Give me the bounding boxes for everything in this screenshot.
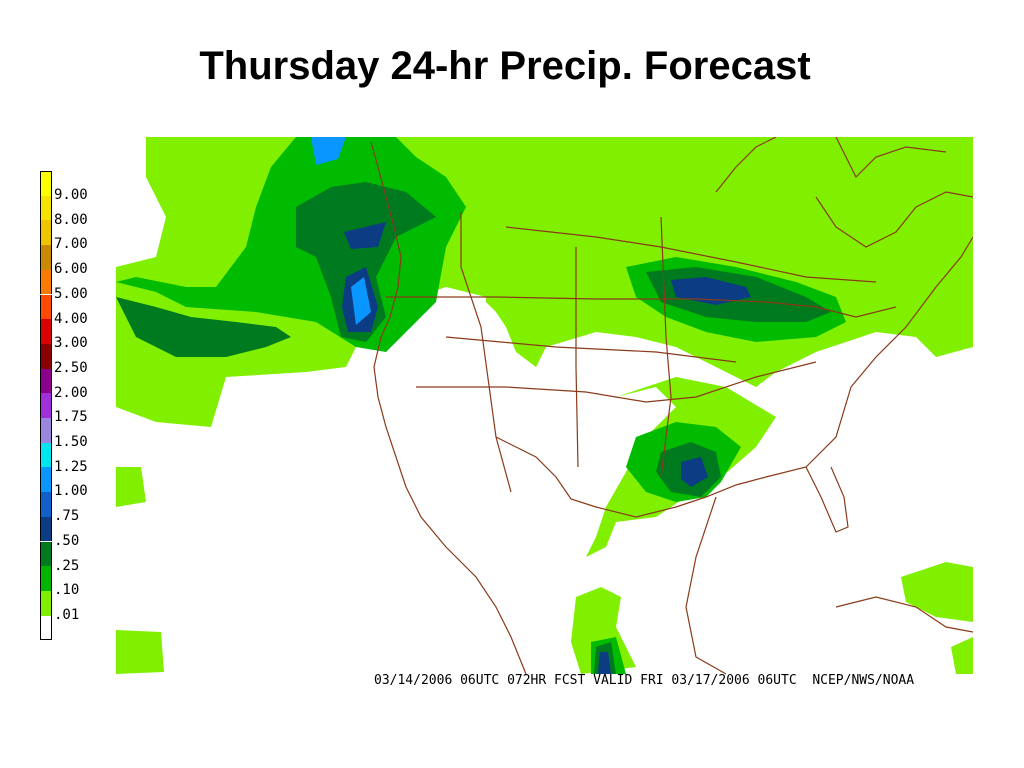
legend-label: 7.00 [54,236,88,253]
legend-swatch [40,467,52,493]
legend-label: 3.00 [54,335,88,352]
legend-label: 1.50 [54,434,88,450]
legend-swatch [40,393,52,418]
legend-label: 1.75 [54,409,88,426]
legend-swatch [40,245,52,270]
legend-swatch [40,343,52,369]
footer-forecast: 072HR FCST VALID FRI 03/17/2006 06UTC [507,673,797,688]
legend-label: .10 [54,582,80,599]
legend-label: 8.00 [54,211,88,228]
legend-swatch [40,442,52,468]
precip-forecast-map [116,137,973,675]
legend-swatch [40,590,52,616]
legend-label: 5.00 [54,285,88,302]
slide-title: Thursday 24-hr Precip. Forecast [199,44,811,88]
legend-swatch [40,615,52,641]
state-country-boundaries [370,137,973,675]
legend-swatch [40,220,52,246]
precip-color-legend: 9.00 8.00 7.00 6.00 5.00 4.00 3.00 2.50 2.00 1.75… [40,171,100,641]
legend-label: 2.50 [54,359,88,376]
legend-swatch [40,566,52,591]
footer-run: 03/14/2006 06UTC [374,673,500,688]
precip-area-0.75 [311,137,371,325]
legend-label: .75 [54,508,80,525]
legend-swatch [40,368,52,394]
legend-label: 1.00 [54,483,88,500]
legend-swatch [40,171,52,196]
legend-swatch [40,418,52,443]
legend-label: .01 [54,606,80,623]
legend-label: 4.00 [54,310,88,327]
legend-swatch [40,541,52,567]
footer-source: NCEP/NWS/NOAA [812,673,915,688]
legend-label: .25 [54,557,80,574]
precip-area-0.01 [116,137,973,674]
model-run-footer: 03/14/2006 06UTC 072HR FCST VALID FRI 03… [374,673,914,688]
legend-swatch [40,516,52,542]
legend-swatch [40,195,52,221]
legend-label: 6.00 [54,261,88,278]
legend-swatch [40,269,52,295]
legend-label: 2.00 [54,384,88,401]
legend-swatch [40,294,52,320]
legend-swatch [40,492,52,517]
legend-swatch [40,319,52,344]
legend-label: .50 [54,532,80,549]
legend-label: 1.25 [54,458,88,475]
legend-label: 9.00 [54,187,88,203]
